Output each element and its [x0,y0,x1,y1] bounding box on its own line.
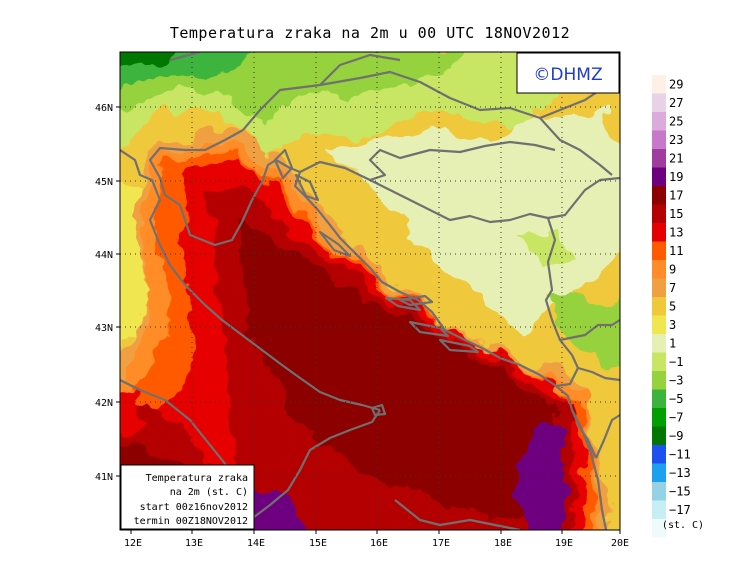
colorbar-label: 27 [669,96,683,110]
lat-label-43: 43N [95,323,113,334]
colorbar-swatch [652,75,666,94]
colorbar-swatch [652,204,666,223]
colorbar-swatch [652,482,666,501]
colorbar-label: 9 [669,263,676,277]
colorbar-swatch [652,352,666,371]
lat-axis [116,106,120,477]
colorbar-label: −1 [669,355,683,369]
colorbar-label: −13 [669,466,691,480]
lon-label-18: 18E [494,538,512,549]
colorbar-swatch [652,93,666,112]
lon-label-14: 14E [247,538,265,549]
colorbar-swatch [652,241,666,260]
colorbar-label: 5 [669,300,676,314]
colorbar-label: 19 [669,170,683,184]
lon-label-20: 20E [611,538,629,549]
colorbar-swatch [652,334,666,353]
colorbar-swatch [652,223,666,242]
colorbar-label: −9 [669,429,683,443]
colorbar: 29 27 25 23 21 19 17 15 13 11 9 7 5 3 1 −1 −3 −5 −7 −9 −11 −1… [652,75,691,538]
colorbar-label: −15 [669,485,691,499]
colorbar-label: 15 [669,207,683,221]
logo-text: ©DHMZ [533,65,602,85]
colorbar-swatch [652,260,666,279]
colorbar-swatch [652,278,666,297]
colorbar-swatch [652,167,666,186]
colorbar-label: −7 [669,411,683,425]
colorbar-label: −17 [669,503,691,517]
colorbar-label: 11 [669,244,683,258]
colorbar-swatch [652,112,666,131]
info-line-1: Temperatura zraka [146,473,248,484]
colorbar-swatch [652,519,666,538]
colorbar-swatch [652,315,666,334]
lon-label-12: 12E [124,538,142,549]
colorbar-swatch [652,389,666,408]
colorbar-swatch [652,297,666,316]
lat-label-46: 46N [95,103,113,114]
lon-label-16: 16E [370,538,388,549]
lon-label-13: 13E [185,538,203,549]
lat-label-41: 41N [95,472,113,483]
colorbar-label: 13 [669,226,683,240]
colorbar-label: 3 [669,318,676,332]
temperature-field [120,52,620,530]
colorbar-label: −3 [669,374,683,388]
colorbar-swatch [652,149,666,168]
colorbar-swatch [652,130,666,149]
lon-label-15: 15E [309,538,327,549]
colorbar-swatch [652,371,666,390]
colorbar-label: 17 [669,189,683,203]
lat-label-44: 44N [95,250,113,261]
colorbar-label: −11 [669,448,691,462]
colorbar-swatch [652,445,666,464]
info-box: Temperatura zraka na 2m (st. C) start 00… [120,464,255,530]
colorbar-label: 29 [669,78,683,92]
colorbar-label: 21 [669,152,683,166]
colorbar-label: 1 [669,337,676,351]
colorbar-unit: (st. C) [662,520,704,531]
colorbar-label: −5 [669,392,683,406]
map-frame [119,51,621,531]
colorbar-label: 7 [669,281,676,295]
colorbar-label: 25 [669,115,683,129]
colorbar-label: 23 [669,133,683,147]
colorbar-swatch [652,500,666,519]
info-line-3: start 00z16nov2012 [140,502,248,513]
dhmz-logo: ©DHMZ [516,52,620,94]
colorbar-swatch [652,408,666,427]
lon-label-19: 19E [555,538,573,549]
colorbar-swatch [652,186,666,205]
colorbar-swatch [652,463,666,482]
country-borders [120,52,620,530]
info-line-4: termin 00Z18NOV2012 [134,516,248,527]
graticule [120,52,620,530]
lat-label-42: 42N [95,398,113,409]
lon-axis [130,530,621,534]
colorbar-swatch [652,426,666,445]
info-line-2: na 2m (st. C) [170,487,248,498]
lon-label-17: 17E [432,538,450,549]
map-title: Temperatura zraka na 2m u 00 UTC 18NOV20… [169,24,571,42]
lat-label-45: 45N [95,177,113,188]
